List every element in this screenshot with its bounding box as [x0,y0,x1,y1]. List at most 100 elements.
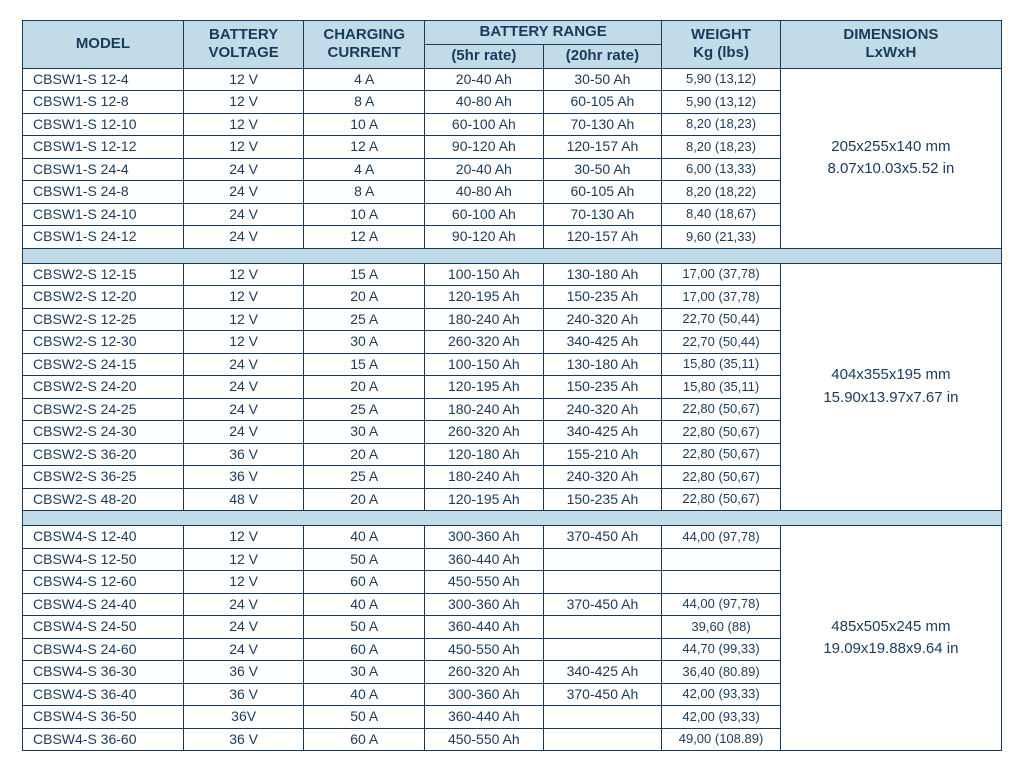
cell-current: 50 A [304,548,425,571]
cell-voltage: 24 V [183,181,304,204]
cell-model: CBSW4-S 12-40 [23,526,184,549]
cell-current: 8 A [304,91,425,114]
header-rate20: (20hr rate) [543,44,662,68]
cell-dimensions: 485x505x245 mm19.09x19.88x9.64 in [780,526,1001,751]
cell-weight: 15,80 (35,11) [662,353,781,376]
cell-current: 10 A [304,203,425,226]
cell-model: CBSW2-S 12-15 [23,263,184,286]
cell-weight: 22,80 (50,67) [662,443,781,466]
table-header: MODEL BATTERYVOLTAGE CHARGINGCURRENT BAT… [23,21,1002,69]
cell-model: CBSW2-S 12-25 [23,308,184,331]
cell-model: CBSW2-S 48-20 [23,488,184,511]
cell-model: CBSW2-S 36-20 [23,443,184,466]
cell-model: CBSW2-S 24-20 [23,376,184,399]
cell-weight: 22,70 (50,44) [662,331,781,354]
cell-rate5: 40-80 Ah [425,91,544,114]
cell-current: 25 A [304,398,425,421]
cell-rate20: 155-210 Ah [543,443,662,466]
cell-current: 20 A [304,286,425,309]
cell-current: 40 A [304,593,425,616]
cell-rate20: 340-425 Ah [543,331,662,354]
cell-rate5: 120-195 Ah [425,376,544,399]
cell-rate20: 370-450 Ah [543,593,662,616]
cell-current: 12 A [304,136,425,159]
cell-dimensions: 205x255x140 mm8.07x10.03x5.52 in [780,68,1001,248]
cell-dimensions: 404x355x195 mm15.90x13.97x7.67 in [780,263,1001,511]
cell-voltage: 36 V [183,466,304,489]
cell-rate20: 60-105 Ah [543,181,662,204]
cell-model: CBSW1-S 24-8 [23,181,184,204]
cell-current: 40 A [304,683,425,706]
group-gap [23,248,1002,263]
cell-model: CBSW2-S 24-15 [23,353,184,376]
header-range: BATTERY RANGE [425,21,662,45]
cell-voltage: 24 V [183,421,304,444]
cell-rate5: 260-320 Ah [425,331,544,354]
cell-current: 4 A [304,158,425,181]
cell-weight: 15,80 (35,11) [662,376,781,399]
cell-model: CBSW1-S 24-4 [23,158,184,181]
cell-model: CBSW2-S 12-20 [23,286,184,309]
cell-rate20 [543,706,662,729]
cell-voltage: 24 V [183,616,304,639]
cell-weight: 42,00 (93,33) [662,683,781,706]
cell-voltage: 36V [183,706,304,729]
cell-model: CBSW4-S 36-50 [23,706,184,729]
cell-weight: 22,80 (50,67) [662,466,781,489]
cell-voltage: 24 V [183,398,304,421]
cell-rate5: 90-120 Ah [425,136,544,159]
cell-weight: 42,00 (93,33) [662,706,781,729]
cell-voltage: 12 V [183,286,304,309]
cell-voltage: 24 V [183,638,304,661]
cell-model: CBSW4-S 36-40 [23,683,184,706]
cell-rate20: 70-130 Ah [543,203,662,226]
cell-weight: 44,00 (97,78) [662,526,781,549]
cell-rate5: 360-440 Ah [425,616,544,639]
cell-weight: 6,00 (13,33) [662,158,781,181]
cell-weight: 9,60 (21,33) [662,226,781,249]
cell-rate5: 300-360 Ah [425,526,544,549]
cell-weight: 44,00 (97,78) [662,593,781,616]
cell-model: CBSW2-S 24-25 [23,398,184,421]
cell-weight: 8,40 (18,67) [662,203,781,226]
cell-rate20: 150-235 Ah [543,286,662,309]
cell-voltage: 24 V [183,593,304,616]
table-row: CBSW4-S 12-4012 V40 A300-360 Ah370-450 A… [23,526,1002,549]
cell-weight: 17,00 (37,78) [662,263,781,286]
cell-voltage: 12 V [183,136,304,159]
header-model: MODEL [23,21,184,69]
cell-rate20: 150-235 Ah [543,488,662,511]
cell-voltage: 12 V [183,263,304,286]
cell-current: 40 A [304,526,425,549]
cell-rate20: 130-180 Ah [543,353,662,376]
cell-voltage: 24 V [183,158,304,181]
cell-model: CBSW1-S 24-10 [23,203,184,226]
header-weight: WEIGHTKg (lbs) [662,21,781,69]
cell-current: 30 A [304,421,425,444]
cell-rate5: 60-100 Ah [425,113,544,136]
cell-rate5: 450-550 Ah [425,638,544,661]
cell-weight [662,571,781,594]
cell-weight: 22,70 (50,44) [662,308,781,331]
cell-voltage: 12 V [183,331,304,354]
cell-model: CBSW1-S 12-10 [23,113,184,136]
cell-weight: 49,00 (108.89) [662,728,781,751]
cell-current: 30 A [304,331,425,354]
cell-model: CBSW4-S 12-60 [23,571,184,594]
cell-current: 20 A [304,376,425,399]
cell-voltage: 24 V [183,353,304,376]
cell-rate20: 30-50 Ah [543,158,662,181]
cell-weight: 8,20 (18,22) [662,181,781,204]
cell-rate20 [543,616,662,639]
cell-model: CBSW4-S 24-50 [23,616,184,639]
cell-model: CBSW4-S 36-60 [23,728,184,751]
cell-rate20: 370-450 Ah [543,526,662,549]
cell-model: CBSW1-S 12-8 [23,91,184,114]
cell-current: 30 A [304,661,425,684]
cell-current: 15 A [304,263,425,286]
cell-weight: 44,70 (99,33) [662,638,781,661]
cell-voltage: 36 V [183,683,304,706]
cell-weight: 39,60 (88) [662,616,781,639]
cell-rate5: 180-240 Ah [425,398,544,421]
cell-weight: 17,00 (37,78) [662,286,781,309]
